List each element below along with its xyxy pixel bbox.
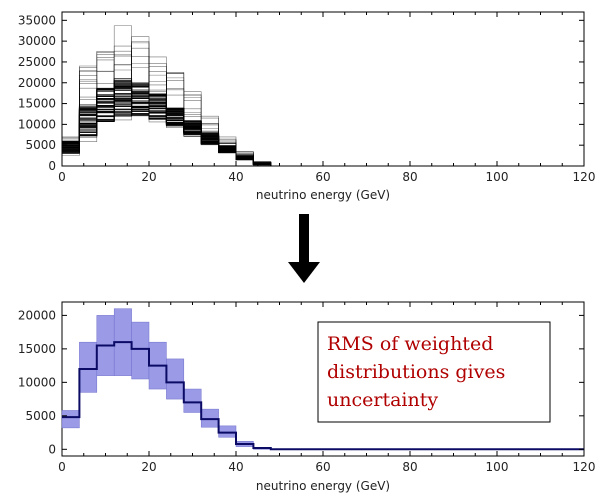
annotation-line: RMS of weighted: [327, 333, 493, 355]
y-tick-label: 10000: [18, 375, 56, 389]
x-tick-label: 120: [573, 460, 596, 474]
bottom-chart: 0 5000 10000 15000 20000 0 20 40 60 80 100 120 neu…: [18, 301, 595, 493]
y-tick-label: 30000: [18, 34, 56, 48]
x-tick-label: 80: [402, 170, 417, 184]
x-tick-label: 0: [58, 170, 66, 184]
y-tick-label: 20000: [18, 76, 56, 90]
x-tick-label: 40: [228, 170, 243, 184]
bottom-x-axis-label: neutrino energy (GeV): [256, 479, 390, 493]
y-tick-label: 5000: [25, 138, 56, 152]
x-tick-label: 60: [315, 460, 330, 474]
x-tick-label: 120: [573, 170, 596, 184]
band-bin: [131, 321, 150, 380]
annotation-box: RMS of weighted distributions gives unce…: [317, 321, 551, 423]
x-tick-label: 80: [402, 460, 417, 474]
y-tick-label: 15000: [18, 342, 56, 356]
x-tick-label: 0: [58, 460, 66, 474]
band-bin: [218, 425, 237, 438]
bottom-x-axis: 0 20 40 60 80 100 120: [58, 302, 595, 474]
central-step-line: [62, 341, 584, 451]
top-y-axis: 0 5000 10000 15000 20000 25000 30000 35000: [18, 13, 584, 173]
band-bin: [183, 388, 202, 413]
y-tick-label: 0: [48, 159, 56, 173]
band-bin: [200, 408, 219, 428]
y-tick-label: 25000: [18, 55, 56, 69]
band-bin: [79, 341, 98, 393]
y-tick-label: 15000: [18, 97, 56, 111]
x-tick-label: 20: [141, 460, 156, 474]
x-tick-label: 100: [486, 460, 509, 474]
y-tick-label: 20000: [18, 308, 56, 322]
top-plot-frame: [61, 11, 585, 167]
top-chart: 0 5000 10000 15000 20000 25000 30000 35000 0 20 4…: [18, 11, 595, 202]
y-tick-label: 35000: [18, 13, 56, 27]
annotation-line: distributions gives: [327, 361, 505, 383]
y-tick-label: 0: [48, 442, 56, 456]
x-tick-label: 40: [228, 460, 243, 474]
y-tick-label: 10000: [18, 117, 56, 131]
bottom-central-line: [62, 341, 584, 451]
band-bin: [166, 358, 185, 400]
band-bin: [61, 410, 80, 429]
top-x-axis-label: neutrino energy (GeV): [256, 188, 390, 202]
down-arrow-icon: [288, 214, 320, 283]
x-tick-label: 20: [141, 170, 156, 184]
x-tick-label: 60: [315, 170, 330, 184]
top-x-axis: 0 20 40 60 80 100 120: [58, 12, 595, 184]
annotation-line: uncertainty: [327, 389, 438, 411]
y-tick-label: 5000: [25, 409, 56, 423]
bottom-y-axis: 0 5000 10000 15000 20000: [18, 308, 584, 456]
x-tick-label: 100: [486, 170, 509, 184]
